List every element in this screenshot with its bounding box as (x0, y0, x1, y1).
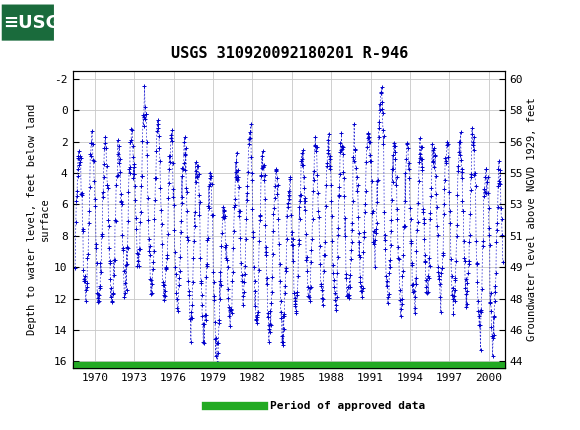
Text: ≡USGS: ≡USGS (3, 14, 74, 31)
Y-axis label: Groundwater level above NGVD 1929, feet: Groundwater level above NGVD 1929, feet (527, 98, 537, 341)
FancyBboxPatch shape (2, 4, 54, 41)
Text: USGS 310920092180201 R-946: USGS 310920092180201 R-946 (171, 46, 409, 61)
Y-axis label: Depth to water level, feet below land
surface: Depth to water level, feet below land su… (27, 104, 50, 335)
Text: Period of approved data: Period of approved data (270, 401, 425, 412)
